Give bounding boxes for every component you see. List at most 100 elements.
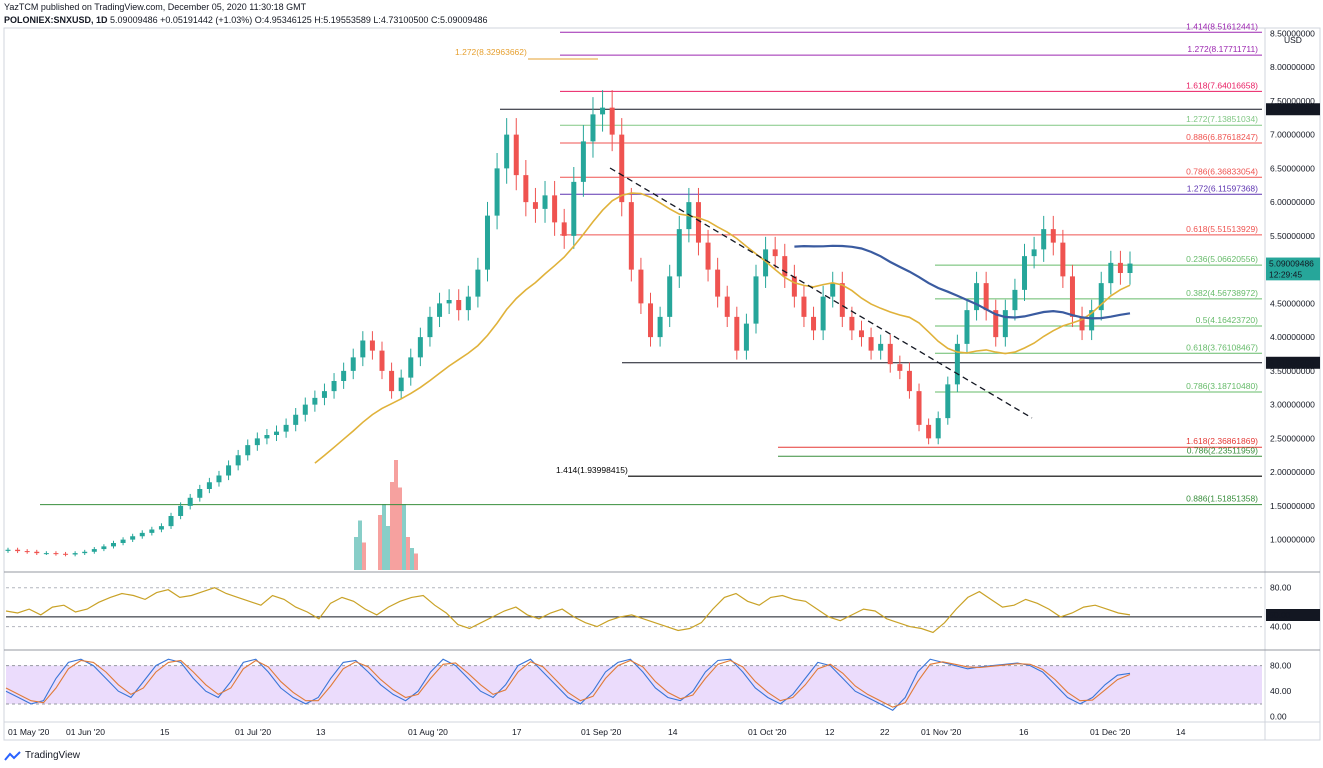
- candle-body: [1041, 229, 1047, 250]
- volume-bar: [394, 460, 398, 570]
- stoch-axis-tick: 0.00: [1270, 712, 1287, 722]
- time-axis-tick: 01 Jun '20: [66, 727, 105, 737]
- close-value: C:5.09009486: [430, 15, 488, 25]
- candle-body: [887, 343, 893, 365]
- price-axis-tick: 2.50000000: [1270, 433, 1315, 443]
- candle-body: [590, 114, 596, 142]
- volume-bar: [414, 553, 418, 570]
- candle-body: [648, 303, 654, 338]
- price-axis-tick: 3.50000000: [1270, 366, 1315, 376]
- candle-body: [158, 526, 164, 530]
- candle-body: [264, 435, 270, 439]
- price-badge-label: 3.61986250: [1269, 358, 1314, 368]
- candle-body: [1127, 263, 1133, 273]
- candle-body: [101, 546, 107, 550]
- candle-body: [849, 316, 855, 331]
- stoch-k-line: [5, 658, 1131, 711]
- candle-body: [571, 181, 577, 236]
- price-badge-label: 50.00: [1269, 610, 1291, 620]
- candle-body: [695, 202, 701, 243]
- candle-body: [1098, 283, 1104, 311]
- chart-frame: [3, 27, 1321, 741]
- high-value: H:5.19553589: [314, 15, 371, 25]
- candle-body: [1050, 229, 1056, 243]
- candle-body: [226, 465, 232, 476]
- candle-body: [705, 242, 711, 270]
- candle-body: [187, 497, 193, 506]
- candle-body: [274, 431, 280, 435]
- candle-body: [465, 296, 471, 311]
- candle-body: [245, 445, 251, 456]
- chart-canvas[interactable]: 8.50000000 8.00000000 7.50000000 7.00000000…: [0, 0, 1323, 750]
- candle-body: [82, 551, 88, 554]
- time-axis-tick: 01 Sep '20: [581, 727, 622, 737]
- price-axis-tick: 1.50000000: [1270, 501, 1315, 511]
- candle-body: [398, 377, 404, 392]
- fib-level-label: 0.618(5.51513929): [1186, 224, 1258, 234]
- price-badge: [1266, 257, 1320, 270]
- candle-body: [964, 310, 970, 344]
- open-value: O:4.95346125: [254, 15, 312, 25]
- candle-body: [110, 543, 116, 547]
- candle-body: [293, 414, 299, 425]
- candle-body: [53, 553, 59, 555]
- fib-level-label: 1.414(1.93998415): [556, 465, 628, 475]
- candle-body: [408, 357, 414, 378]
- candle-body: [254, 438, 260, 446]
- candle-body: [523, 175, 529, 203]
- time-axis-tick: 14: [668, 727, 678, 737]
- fib-level-label: 1.272(8.17711711): [1187, 44, 1258, 54]
- candle-body: [1002, 310, 1008, 338]
- candle-body: [1031, 249, 1037, 257]
- price-badge: [1266, 609, 1320, 621]
- low-value: L:4.73100500: [373, 15, 429, 25]
- time-axis-tick: 16: [1019, 727, 1029, 737]
- candle-body: [130, 536, 136, 540]
- candle-body: [24, 551, 30, 553]
- fib-level-label: 0.886(6.87618247): [1186, 132, 1258, 142]
- candle-body: [906, 370, 912, 392]
- price-badge-label: 12:29:45: [1269, 269, 1302, 279]
- stoch-axis-tick: 40.00: [1270, 686, 1292, 696]
- candle-body: [5, 549, 11, 551]
- candle-body: [657, 316, 663, 338]
- candle-body: [312, 397, 318, 405]
- candle-body: [1012, 289, 1018, 311]
- footer-brand: TradingView: [4, 750, 80, 761]
- price-axis-tick: 2.00000000: [1270, 467, 1315, 477]
- footer-brand-label: TradingView: [25, 750, 81, 761]
- symbol-ohlc-line: POLONIEX:SNXUSD, 1D 5.09009486 +0.051914…: [4, 15, 488, 25]
- candle-body: [609, 107, 615, 135]
- candle-body: [839, 283, 845, 317]
- candle-body: [149, 529, 155, 533]
- fib-level-label: 0.886(1.51851358): [1186, 494, 1258, 504]
- candle-body: [43, 553, 49, 555]
- candle-body: [427, 316, 433, 338]
- fib-level-label: 0.786(2.23511959): [1187, 445, 1258, 455]
- volume-bar: [402, 504, 406, 570]
- candle-body: [561, 222, 567, 236]
- candle-body: [350, 357, 356, 371]
- candle-body: [542, 195, 548, 209]
- stoch-band: [6, 665, 1262, 704]
- candle-body: [1108, 262, 1114, 284]
- candle-body: [302, 404, 308, 415]
- trend-line: [609, 167, 1033, 419]
- candle-body: [494, 168, 500, 216]
- candle-body: [974, 283, 980, 311]
- candle-body: [791, 276, 797, 297]
- candle-body: [743, 323, 749, 351]
- candle-body: [504, 134, 510, 169]
- candle-body: [15, 549, 21, 552]
- candle-body: [216, 475, 222, 483]
- fib-level-label: 0.786(3.18710480): [1186, 381, 1258, 391]
- price-axis-tick: 7.00000000: [1270, 130, 1315, 140]
- candle-body: [782, 256, 788, 277]
- price-axis-tick: 8.50000000: [1270, 28, 1315, 38]
- price-axis-tick: 4.00000000: [1270, 332, 1315, 342]
- candle-body: [63, 553, 69, 555]
- candle-body: [734, 316, 740, 351]
- candle-body: [1089, 310, 1095, 331]
- time-axis-tick: 17: [512, 727, 522, 737]
- price-axis-tick: 6.00000000: [1270, 197, 1315, 207]
